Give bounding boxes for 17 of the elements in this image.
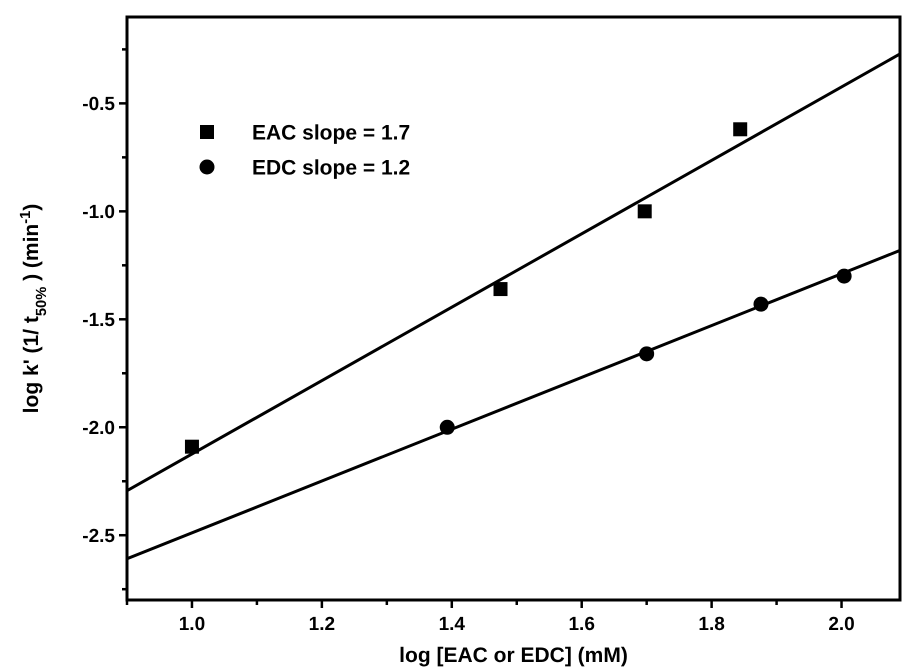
y-tick-label: -2.0 [82,418,115,439]
x-tick-label: 1.0 [178,614,206,635]
x-tick-label: 2.0 [828,614,855,635]
point [638,204,652,218]
point [733,122,748,136]
legend-label: EDC slope = 1.2 [252,156,410,180]
legend-label: EAC slope = 1.7 [252,121,410,144]
x-tick-label: 1.6 [568,614,595,635]
x-tick-label: 1.2 [308,614,336,635]
y-tick-label: -0.5 [82,94,116,116]
x-tick-label: 1.4 [438,614,466,635]
y-tick-label: -2.5 [82,526,116,547]
x-axis-title: log [EAC or EDC] (mM) [399,644,628,667]
point [494,282,508,296]
y-tick-label: -1.5 [82,310,116,331]
x-tick-label: 1.8 [698,614,725,635]
y-tick-label: -1.0 [82,202,115,223]
